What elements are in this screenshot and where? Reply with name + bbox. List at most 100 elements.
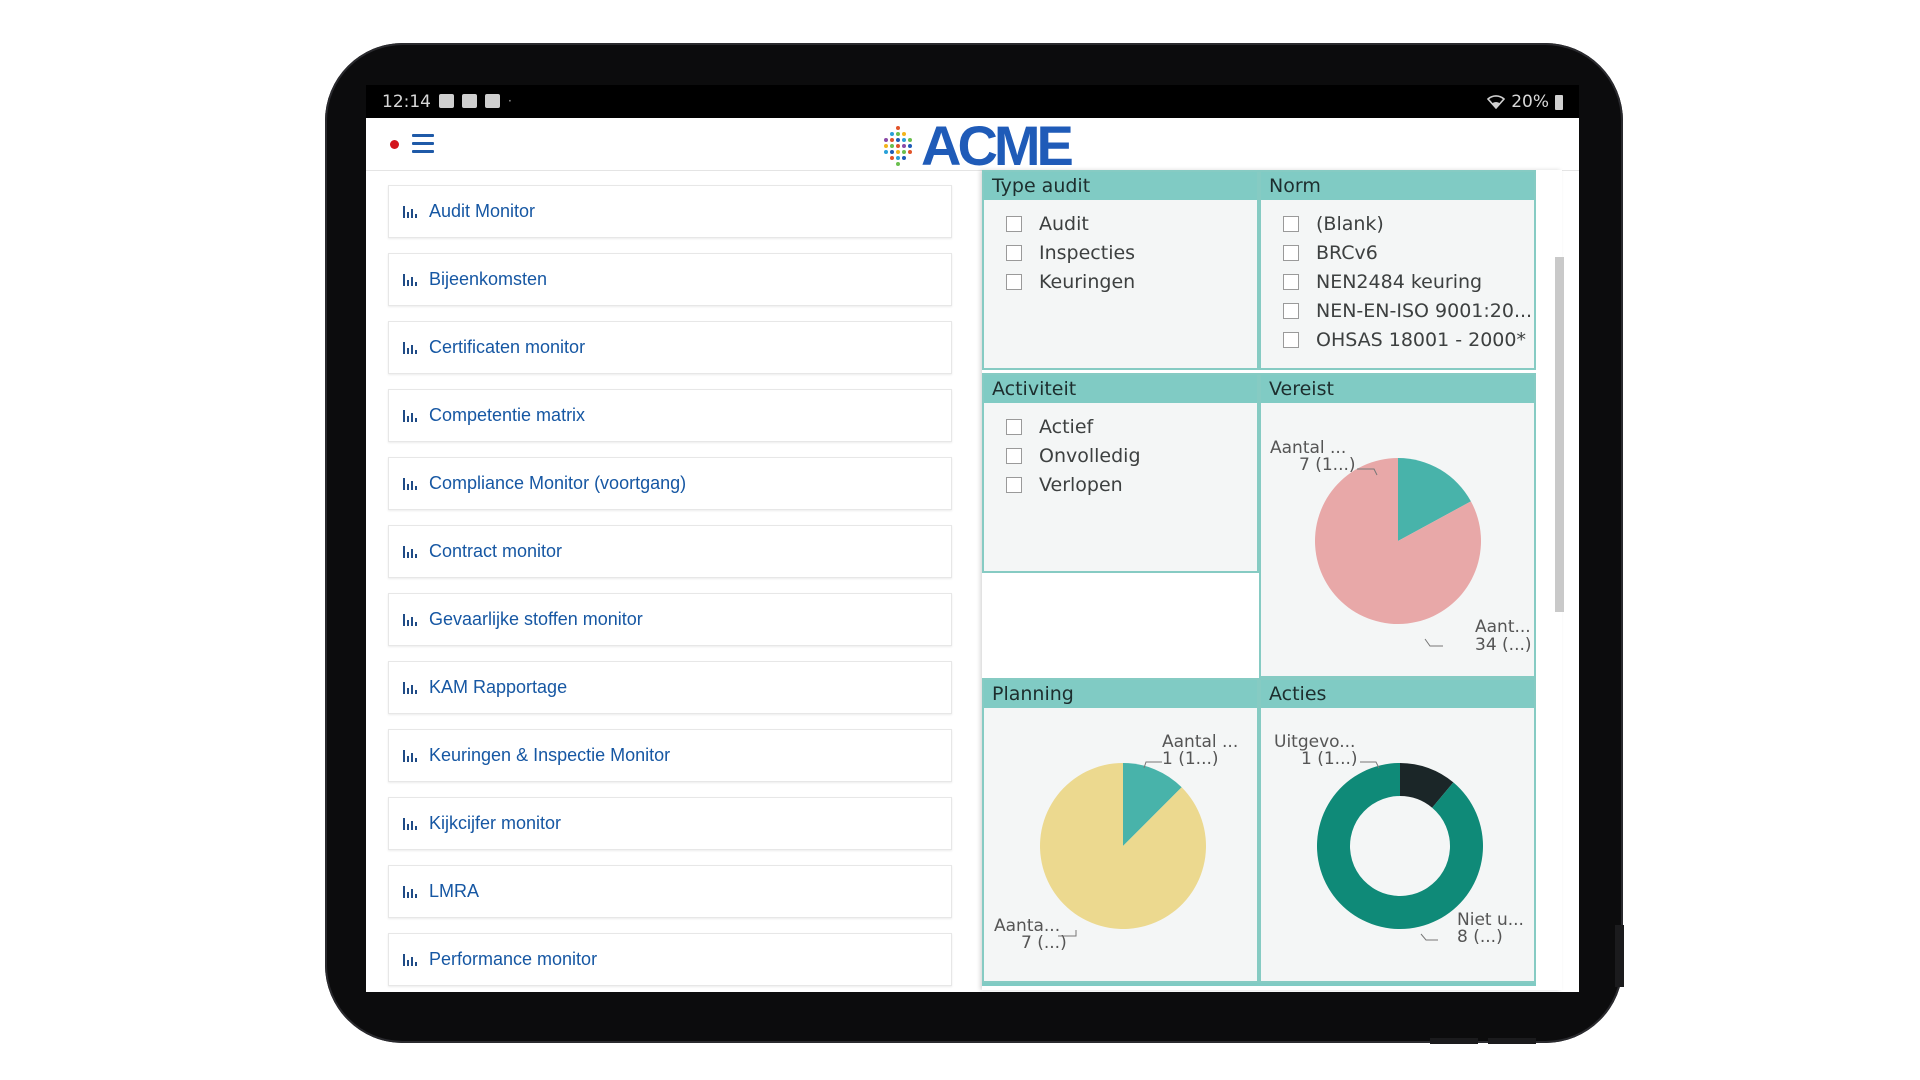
- checkbox[interactable]: [1006, 418, 1022, 435]
- planning-label-b-value: 7 (...): [1021, 933, 1067, 953]
- menu-item-kijkcijfer-monitor[interactable]: Kijkcijfer monitor: [388, 797, 952, 850]
- chart-icon: [403, 749, 417, 762]
- checkbox-label: NEN-EN-ISO 9001:20...: [1316, 299, 1533, 322]
- menu-item-label: Audit Monitor: [429, 201, 536, 221]
- logo-text: ACME: [921, 114, 1074, 177]
- tablet-screen: 12:14 · 20%: [366, 85, 1579, 992]
- status-right: 20%: [1487, 92, 1563, 112]
- menu-item-keuringen-inspectie-monitor[interactable]: Keuringen & Inspectie Monitor: [388, 729, 952, 782]
- chart-icon: [403, 545, 417, 558]
- menu-item-label: KAM Rapportage: [429, 677, 568, 697]
- checkbox[interactable]: [1006, 273, 1022, 290]
- battery-percentage: 20%: [1511, 92, 1549, 112]
- acties-label-b-value: 8 (...): [1457, 927, 1503, 947]
- slicer-title: Activiteit: [984, 375, 1257, 403]
- checkbox-option[interactable]: NEN-EN-ISO 9001:20...: [1283, 296, 1534, 325]
- acme-logo[interactable]: ACME: [879, 114, 1074, 177]
- checkbox-option[interactable]: NEN2484 keuring: [1283, 267, 1534, 296]
- chart-icon: [403, 409, 417, 422]
- acties-donut-slice-b[interactable]: [1317, 763, 1483, 929]
- status-bar: 12:14 · 20%: [366, 85, 1579, 118]
- chart-icon: [403, 341, 417, 354]
- checkbox-option[interactable]: Verlopen: [1006, 470, 1257, 499]
- notification-dot: [390, 140, 399, 149]
- checkbox-label: Inspecties: [1039, 241, 1136, 264]
- planning-pie-slice-b[interactable]: [1040, 763, 1206, 929]
- checkbox[interactable]: [1006, 476, 1022, 493]
- menu-item-performance-monitor[interactable]: Performance monitor: [388, 933, 952, 986]
- checkbox[interactable]: [1283, 302, 1299, 319]
- slicer-title: Type audit: [984, 172, 1257, 200]
- checkbox-option[interactable]: BRCv6: [1283, 238, 1534, 267]
- checkbox-option[interactable]: Onvolledig: [1006, 441, 1257, 470]
- checkbox[interactable]: [1283, 273, 1299, 290]
- planning-chart-tile: Planning Aantal ... 1 (1...) Aanta... 7 …: [982, 678, 1259, 983]
- planning-label-a-value: 1 (1...): [1162, 749, 1219, 769]
- tablet-bottom-button: [1430, 1038, 1478, 1044]
- norm-slicer: Norm (Blank) BRCv6 NEN2484 keuring NEN-E…: [1259, 170, 1536, 370]
- acties-donut-slice-a[interactable]: [1400, 763, 1454, 808]
- monitor-menu: Audit Monitor Bijeenkomsten Certificaten…: [374, 171, 967, 992]
- checkbox-option[interactable]: Actief: [1006, 412, 1257, 441]
- tablet-side-button: [1615, 925, 1624, 987]
- checkbox[interactable]: [1283, 244, 1299, 261]
- checkbox[interactable]: [1006, 244, 1022, 261]
- menu-item-label: Performance monitor: [429, 949, 598, 969]
- menu-item-competentie-matrix[interactable]: Competentie matrix: [388, 389, 952, 442]
- menu-item-kam-rapportage[interactable]: KAM Rapportage: [388, 661, 952, 714]
- checkbox[interactable]: [1283, 215, 1299, 232]
- menu-item-label: Keuringen & Inspectie Monitor: [429, 745, 671, 765]
- hamburger-menu-icon[interactable]: [412, 134, 434, 154]
- mail-notification-icon: [462, 94, 477, 108]
- checkbox-option[interactable]: Keuringen: [1006, 267, 1257, 296]
- chart-title: Vereist: [1261, 375, 1534, 403]
- menu-item-bijeenkomsten[interactable]: Bijeenkomsten: [388, 253, 952, 306]
- checkbox[interactable]: [1283, 331, 1299, 348]
- vereist-chart-tile: Vereist Aantal ... 7 (1...) Aant... 34 (…: [1259, 373, 1536, 678]
- menu-item-certificaten-monitor[interactable]: Certificaten monitor: [388, 321, 952, 374]
- checkbox[interactable]: [1006, 215, 1022, 232]
- checkbox[interactable]: [1006, 447, 1022, 464]
- menu-item-contract-monitor[interactable]: Contract monitor: [388, 525, 952, 578]
- checkbox-label: BRCv6: [1316, 241, 1378, 264]
- vereist-pie-chart[interactable]: Aantal ... 7 (1...) Aant... 34 (...): [1261, 405, 1534, 676]
- chart-icon: [403, 817, 417, 830]
- next-tile-edge: [982, 983, 1536, 986]
- vereist-pie-slice-a[interactable]: [1398, 458, 1471, 541]
- checkbox-option[interactable]: (Blank): [1283, 209, 1534, 238]
- menu-item-label: Certificaten monitor: [429, 337, 586, 357]
- checkbox-option[interactable]: OHSAS 18001 - 2000*: [1283, 325, 1534, 354]
- type-audit-slicer: Type audit Audit Inspecties Keuringen: [982, 170, 1259, 370]
- chart-icon: [403, 613, 417, 626]
- planning-pie-slice-a[interactable]: [1123, 763, 1182, 846]
- vereist-label-b-value: 34 (...): [1475, 635, 1532, 655]
- chart-icon: [403, 273, 417, 286]
- tablet-bottom-button: [1488, 1038, 1536, 1044]
- chart-icon: [403, 885, 417, 898]
- menu-item-label: Contract monitor: [429, 541, 563, 561]
- chart-icon: [403, 477, 417, 490]
- checkbox-label: OHSAS 18001 - 2000*: [1316, 328, 1526, 351]
- menu-item-compliance-monitor[interactable]: Compliance Monitor (voortgang): [388, 457, 952, 510]
- vereist-label-b-name: Aant...: [1475, 617, 1531, 637]
- menu-item-label: Compliance Monitor (voortgang): [429, 473, 687, 493]
- battery-icon: [1555, 94, 1563, 110]
- chart-icon: [403, 205, 417, 218]
- checkbox-option[interactable]: Audit: [1006, 209, 1257, 238]
- dashboard-scrollbar[interactable]: [1555, 257, 1564, 612]
- acties-label-b-name: Niet u...: [1457, 910, 1524, 930]
- vereist-pie-slice-b[interactable]: [1315, 458, 1481, 624]
- status-time: 12:14: [382, 92, 431, 112]
- vereist-label-a-name: Aantal ...: [1270, 438, 1346, 458]
- menu-item-audit-monitor[interactable]: Audit Monitor: [388, 185, 952, 238]
- dashboard-panel: Type audit Audit Inspecties Keuringen No…: [982, 170, 1562, 990]
- planning-label-a-name: Aantal ...: [1162, 732, 1238, 752]
- checkbox-label: Verlopen: [1039, 473, 1123, 496]
- main-content: Audit Monitor Bijeenkomsten Certificaten…: [366, 170, 1579, 992]
- menu-item-label: Bijeenkomsten: [429, 269, 548, 289]
- menu-item-lmra[interactable]: LMRA: [388, 865, 952, 918]
- acties-donut-chart[interactable]: Uitgevo... 1 (1...) Niet u... 8 (...): [1261, 710, 1534, 981]
- planning-pie-chart[interactable]: Aantal ... 1 (1...) Aanta... 7 (...): [984, 710, 1257, 981]
- menu-item-gevaarlijke-stoffen-monitor[interactable]: Gevaarlijke stoffen monitor: [388, 593, 952, 646]
- checkbox-option[interactable]: Inspecties: [1006, 238, 1257, 267]
